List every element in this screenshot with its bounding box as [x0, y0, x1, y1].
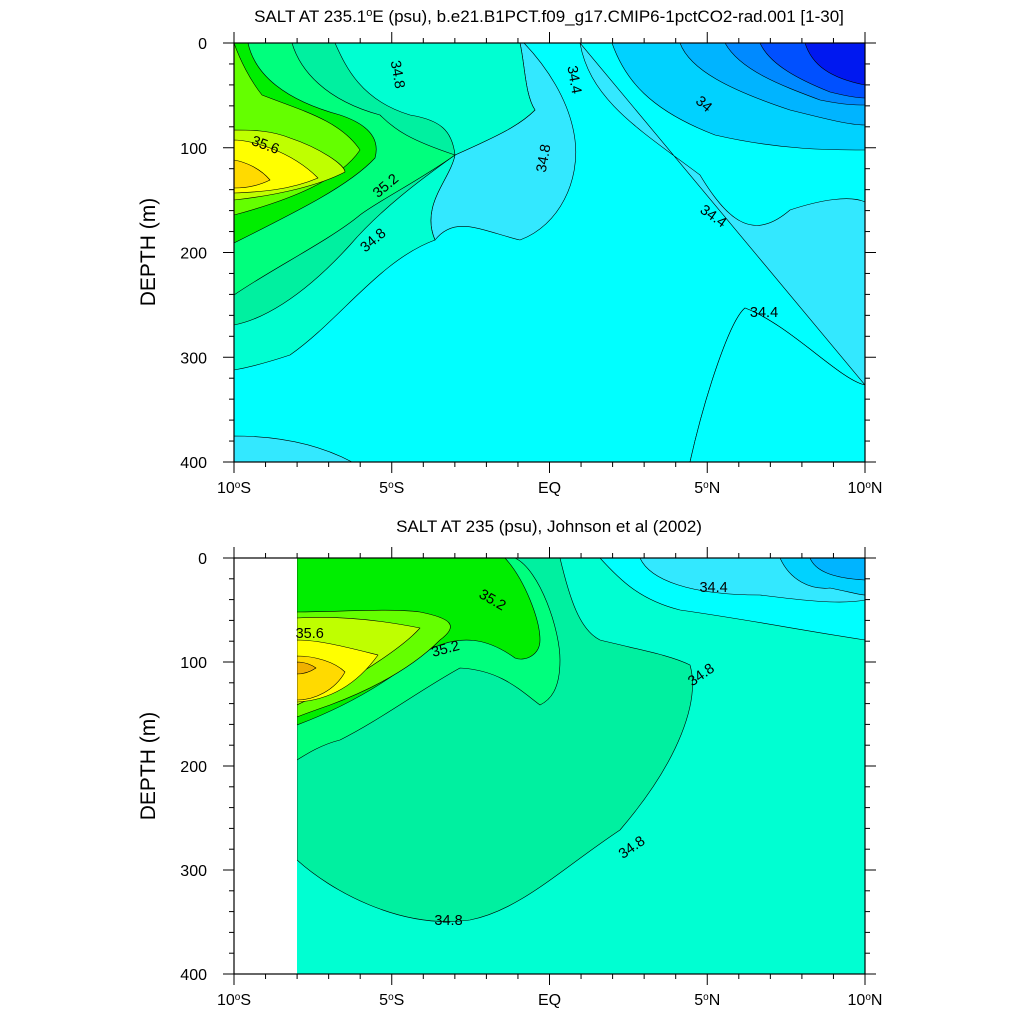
top-y-tick-label: 200	[180, 246, 207, 263]
top-x-tick-label: EQ	[538, 480, 561, 497]
top-contour-label: 34.4	[563, 65, 584, 96]
top-panel-title: SALT AT 235.1oE (psu), b.e21.B1PCT.f09_g…	[254, 7, 844, 26]
bottom-contour-label: 35.6	[296, 626, 324, 642]
top-axis-ticks	[223, 32, 876, 473]
top-x-tick-label: 5oN	[694, 480, 720, 498]
top-y-tick-label: 300	[180, 350, 207, 367]
bottom-y-axis-label: DEPTH (m)	[137, 712, 160, 821]
bottom-x-tick-label: 5oN	[694, 992, 720, 1010]
bottom-panel-title: SALT AT 235 (psu), Johnson et al (2002)	[396, 517, 702, 536]
bottom-x-tick-label: 10oN	[848, 992, 883, 1010]
top-y-axis-label: DEPTH (m)	[137, 198, 160, 307]
top-panel: SALT AT 235.1oE (psu), b.e21.B1PCT.f09_g…	[137, 7, 882, 497]
top-x-tick-label: 5oS	[379, 480, 404, 498]
top-y-tick-labels: 0 100 200 300 400	[180, 36, 207, 472]
fill-gt-36.0	[234, 159, 271, 189]
bottom-contour-label: 34.4	[699, 580, 727, 596]
fill-gt-36.2	[297, 661, 317, 675]
bottom-y-tick-label: 400	[180, 967, 207, 984]
fill-34.4-34.8-ne	[689, 307, 865, 462]
bottom-x-tick-label: 5oS	[379, 992, 404, 1010]
top-y-tick-label: 0	[198, 36, 207, 53]
bottom-y-tick-label: 200	[180, 759, 207, 776]
bottom-axis-ticks	[223, 547, 876, 985]
top-contour-label: 34	[692, 93, 715, 116]
bottom-contour-fills	[297, 558, 865, 974]
bottom-contour-label: 35.2	[430, 638, 461, 661]
bottom-y-tick-label: 300	[180, 863, 207, 880]
top-y-tick-label: 400	[180, 455, 207, 472]
top-contour-label: 34.8	[534, 143, 555, 174]
bottom-y-tick-label: 100	[180, 655, 207, 672]
bottom-x-tick-labels: 10oS 5oS EQ 5oN 10oN	[217, 992, 882, 1010]
bottom-x-tick-label: EQ	[538, 992, 561, 1009]
bottom-y-tick-label: 0	[198, 551, 207, 568]
top-x-tick-label: 10oS	[217, 480, 251, 498]
bottom-x-tick-label: 10oS	[217, 992, 251, 1010]
top-x-tick-labels: 10oS 5oS EQ 5oN 10oN	[217, 480, 882, 498]
bottom-panel: SALT AT 235 (psu), Johnson et al (2002) …	[137, 517, 882, 1009]
top-contour-label: 34.4	[750, 305, 778, 321]
top-y-tick-label: 100	[180, 141, 207, 158]
top-x-tick-label: 10oN	[848, 480, 883, 498]
bottom-contour-label: 34.8	[434, 913, 462, 929]
bottom-y-tick-labels: 0 100 200 300 400	[180, 551, 207, 984]
top-contour-fills	[234, 43, 865, 462]
top-contour-label: 34.8	[387, 59, 408, 90]
